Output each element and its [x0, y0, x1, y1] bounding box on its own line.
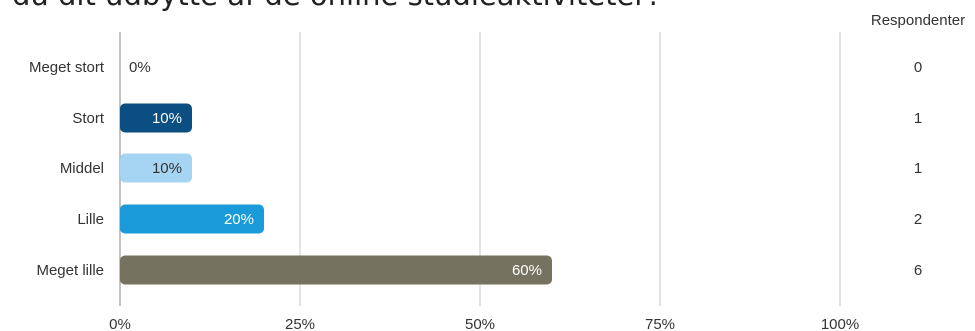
respondent-count: 6	[914, 262, 922, 279]
bar	[120, 103, 192, 133]
x-tick-label: 0%	[109, 316, 131, 331]
bar-value-label: 10%	[152, 160, 182, 177]
respondent-count: 1	[914, 160, 922, 177]
category-label: Meget stort	[29, 59, 105, 76]
bar	[120, 204, 264, 234]
bar-value-label: 60%	[512, 262, 542, 279]
respondent-count: 1	[914, 110, 922, 127]
respondent-count: 0	[914, 59, 922, 76]
x-tick-label: 75%	[645, 316, 675, 331]
bar	[120, 153, 192, 183]
bar-value-label: 20%	[224, 211, 254, 228]
respondents-header: Respondenter	[871, 12, 965, 29]
x-tick-label: 25%	[285, 316, 315, 331]
chart-title: du dit udbytte af de online studieaktivi…	[12, 0, 662, 12]
category-label: Meget lille	[36, 262, 104, 279]
x-tick-label: 50%	[465, 316, 495, 331]
bar-value-label: 10%	[152, 110, 182, 127]
x-tick-label: 100%	[821, 316, 859, 331]
bar	[120, 255, 552, 285]
category-label: Lille	[77, 211, 104, 228]
respondent-count: 2	[914, 211, 922, 228]
category-label: Middel	[60, 160, 104, 177]
bar-value-label: 0%	[129, 59, 151, 76]
category-label: Stort	[72, 110, 105, 127]
